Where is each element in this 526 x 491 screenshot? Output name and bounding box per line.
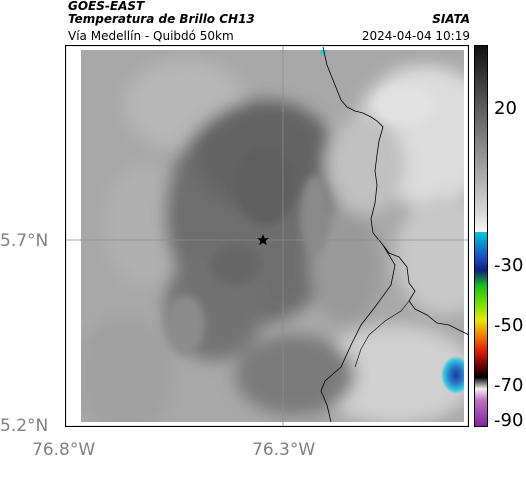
department-border xyxy=(320,244,396,423)
title-product: Temperatura de Brillo CH13 xyxy=(68,12,255,26)
colorbar xyxy=(474,45,488,427)
map-frame xyxy=(65,45,469,427)
brightness-temperature-image xyxy=(81,45,469,427)
colorbar-tick-label: -50 xyxy=(494,315,524,336)
colorbar-tick-label: 20 xyxy=(494,98,517,119)
timestamp-label: 2024-04-04 10:19 xyxy=(361,29,470,43)
colorbar-tick-label: -30 xyxy=(494,255,524,276)
star-icon xyxy=(257,234,269,246)
satellite-map xyxy=(65,45,469,427)
cold-cloud-cell xyxy=(441,356,469,394)
x-tick-label: 76.8°W xyxy=(32,440,96,460)
y-tick-label: 5.2°N xyxy=(0,416,49,436)
colorbar-tick-label: -70 xyxy=(494,375,524,396)
title-region: Vía Medellín - Quibdó 50km xyxy=(68,29,234,43)
organization-label: SIATA xyxy=(432,12,470,26)
colorbar-tick-label: -90 xyxy=(494,410,524,431)
title-satellite: GOES-EAST xyxy=(68,0,145,13)
x-tick-label: 76.3°W xyxy=(252,440,316,460)
coastline-border xyxy=(322,46,469,336)
y-tick-label: 5.7°N xyxy=(0,231,49,251)
